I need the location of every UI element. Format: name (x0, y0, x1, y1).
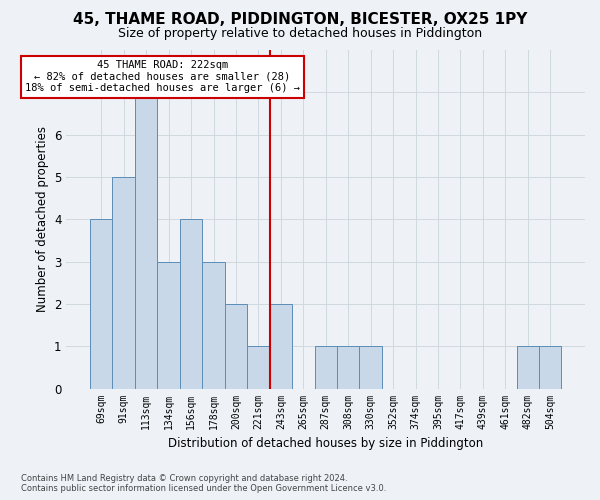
Y-axis label: Number of detached properties: Number of detached properties (35, 126, 49, 312)
Bar (225, 304, 247, 388)
Bar (269, 304, 292, 388)
Text: Contains public sector information licensed under the Open Government Licence v3: Contains public sector information licen… (21, 484, 386, 493)
Text: Contains HM Land Registry data © Crown copyright and database right 2024.: Contains HM Land Registry data © Crown c… (21, 474, 347, 483)
Bar (517, 346, 539, 389)
Bar (90, 220, 112, 388)
Bar (337, 346, 359, 389)
Bar (314, 346, 337, 389)
Bar (202, 262, 225, 388)
X-axis label: Distribution of detached houses by size in Piddington: Distribution of detached houses by size … (168, 437, 484, 450)
Bar (157, 262, 180, 388)
Bar (247, 346, 269, 389)
Text: 45 THAME ROAD: 222sqm
← 82% of detached houses are smaller (28)
18% of semi-deta: 45 THAME ROAD: 222sqm ← 82% of detached … (25, 60, 300, 94)
Text: Size of property relative to detached houses in Piddington: Size of property relative to detached ho… (118, 28, 482, 40)
Bar (359, 346, 382, 389)
Text: 45, THAME ROAD, PIDDINGTON, BICESTER, OX25 1PY: 45, THAME ROAD, PIDDINGTON, BICESTER, OX… (73, 12, 527, 28)
Bar (180, 220, 202, 388)
Bar (135, 92, 157, 389)
Bar (539, 346, 562, 389)
Bar (112, 177, 135, 388)
